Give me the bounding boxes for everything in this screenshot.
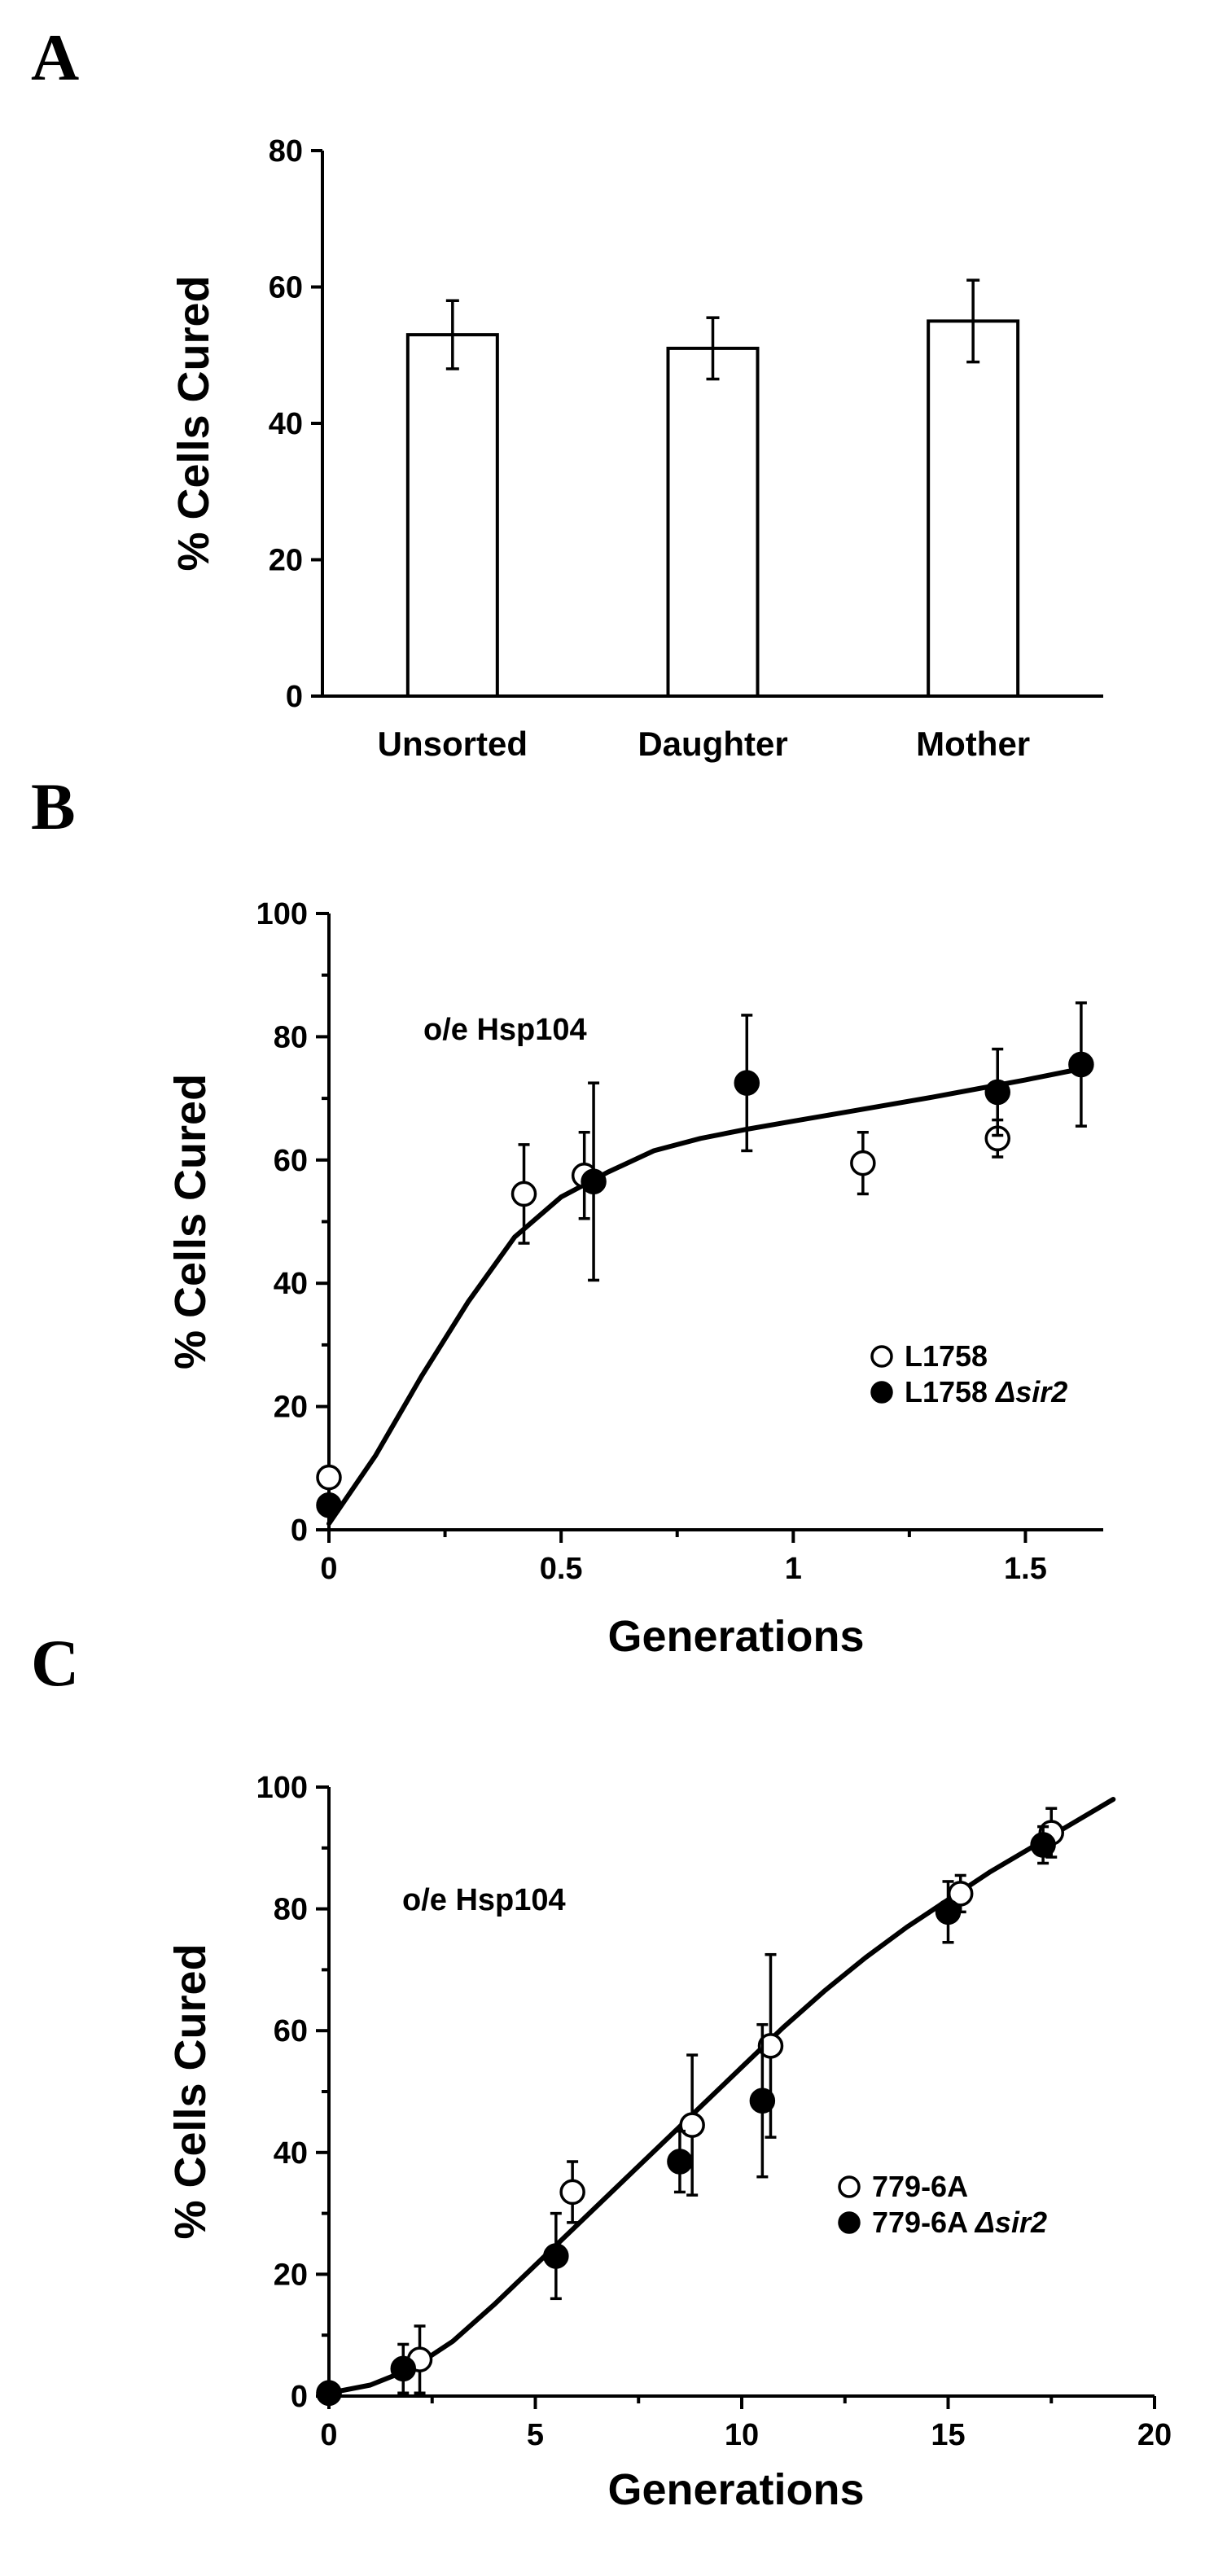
data-point-filled bbox=[316, 2380, 342, 2407]
x-tick-label: 0 bbox=[320, 2418, 337, 2452]
legend-label: L1758 Δsir2 bbox=[905, 1375, 1067, 1408]
x-axis-title: Generations bbox=[607, 1612, 864, 1661]
legend-marker-open bbox=[838, 2175, 861, 2198]
data-point-filled bbox=[581, 1168, 607, 1195]
legend-marker-filled bbox=[870, 1381, 893, 1404]
y-tick-label: 100 bbox=[256, 1771, 308, 1805]
data-point-filled bbox=[749, 2088, 776, 2114]
bar bbox=[666, 346, 760, 698]
category-label: Mother bbox=[916, 725, 1030, 763]
data-point-open bbox=[679, 2112, 705, 2138]
bar bbox=[927, 319, 1020, 698]
y-tick-label: 80 bbox=[274, 1020, 308, 1054]
legend-label-italic: Δsir2 bbox=[994, 1375, 1067, 1408]
y-axis-title: % Cells Cured bbox=[166, 1943, 215, 2239]
legend-marker-open bbox=[870, 1345, 893, 1368]
legend-label-base: L1758 bbox=[905, 1339, 988, 1373]
fit-curve bbox=[326, 1066, 1084, 1527]
y-tick-label: 80 bbox=[269, 134, 303, 169]
data-point-open bbox=[559, 2179, 585, 2206]
legend-label-base: 779-6A bbox=[872, 2170, 968, 2203]
data-point-open bbox=[850, 1150, 876, 1176]
bar bbox=[405, 333, 499, 698]
panel-letter-a: A bbox=[31, 20, 79, 94]
y-tick-label: 40 bbox=[269, 407, 303, 441]
panel-a-bar-chart: 0 20 40 60 80 Unsorted Daughter Mother % Cells C… bbox=[169, 134, 1103, 763]
data-point-filled bbox=[543, 2243, 569, 2269]
y-tick-label: 80 bbox=[274, 1893, 308, 1927]
y-tick-label: 60 bbox=[269, 271, 303, 305]
panel-b-scatter-chart: 0 20 40 60 80 100 0 0.5 1 1.5 o/e Hsp104 L1758L1758… bbox=[166, 897, 1103, 1661]
x-tick-label: 1.5 bbox=[1004, 1552, 1047, 1586]
y-tick-label: 100 bbox=[256, 897, 308, 931]
data-point-filled bbox=[316, 1492, 342, 1518]
y-tick-label: 40 bbox=[274, 2136, 308, 2171]
legend-label-base: 779-6A bbox=[872, 2206, 975, 2239]
data-point-open bbox=[316, 1464, 342, 1491]
data-point-filled bbox=[1068, 1051, 1094, 1078]
category-label: Unsorted bbox=[378, 725, 528, 763]
x-tick-label: 0.5 bbox=[540, 1552, 583, 1586]
legend-label-base: L1758 bbox=[905, 1375, 996, 1408]
data-point-filled bbox=[1030, 1832, 1056, 1858]
y-axis-title: % Cells Cured bbox=[169, 275, 218, 571]
y-tick-label: 0 bbox=[286, 680, 303, 714]
x-tick-label: 1 bbox=[785, 1552, 802, 1586]
legend-label: 779-6A Δsir2 bbox=[872, 2206, 1047, 2239]
x-tick-label: 15 bbox=[931, 2418, 965, 2452]
data-point-filled bbox=[984, 1079, 1010, 1106]
y-axis-title: % Cells Cured bbox=[166, 1074, 215, 1369]
y-tick-label: 20 bbox=[274, 2258, 308, 2292]
y-tick-label: 60 bbox=[274, 2014, 308, 2048]
panel-letter-c: C bbox=[31, 1626, 79, 1700]
panel-letter-b: B bbox=[31, 769, 76, 843]
x-tick-label: 10 bbox=[725, 2418, 759, 2452]
data-point-filled bbox=[935, 1899, 962, 1925]
x-tick-label: 0 bbox=[320, 1552, 337, 1586]
fit-curve bbox=[326, 1797, 1116, 2396]
legend-label: 779-6A bbox=[872, 2170, 968, 2203]
x-tick-label: 20 bbox=[1137, 2418, 1172, 2452]
y-tick-label: 60 bbox=[274, 1144, 308, 1178]
y-tick-label: 40 bbox=[274, 1267, 308, 1301]
y-tick-label: 0 bbox=[291, 2380, 308, 2414]
category-label: Daughter bbox=[638, 725, 787, 763]
data-point-filled bbox=[390, 2355, 417, 2382]
legend-label-italic: Δsir2 bbox=[974, 2206, 1047, 2239]
x-tick-label: 5 bbox=[527, 2418, 544, 2452]
data-point-open bbox=[757, 2033, 784, 2059]
legend-label: L1758 bbox=[905, 1339, 988, 1373]
y-tick-label: 0 bbox=[291, 1514, 308, 1548]
annotation-label: o/e Hsp104 bbox=[423, 1013, 587, 1047]
y-tick-label: 20 bbox=[269, 544, 303, 578]
data-point-open bbox=[510, 1181, 537, 1207]
data-point-filled bbox=[667, 2149, 693, 2175]
panel-c-scatter-chart: 0 20 40 60 80 100 0 5 10 15 20 o/e Hsp104 779-6A779-… bbox=[166, 1771, 1172, 2514]
legend-marker-filled bbox=[838, 2211, 861, 2234]
x-axis-title: Generations bbox=[607, 2465, 864, 2514]
annotation-label: o/e Hsp104 bbox=[402, 1883, 566, 1917]
y-tick-label: 20 bbox=[274, 1391, 308, 1425]
data-point-filled bbox=[734, 1070, 760, 1096]
